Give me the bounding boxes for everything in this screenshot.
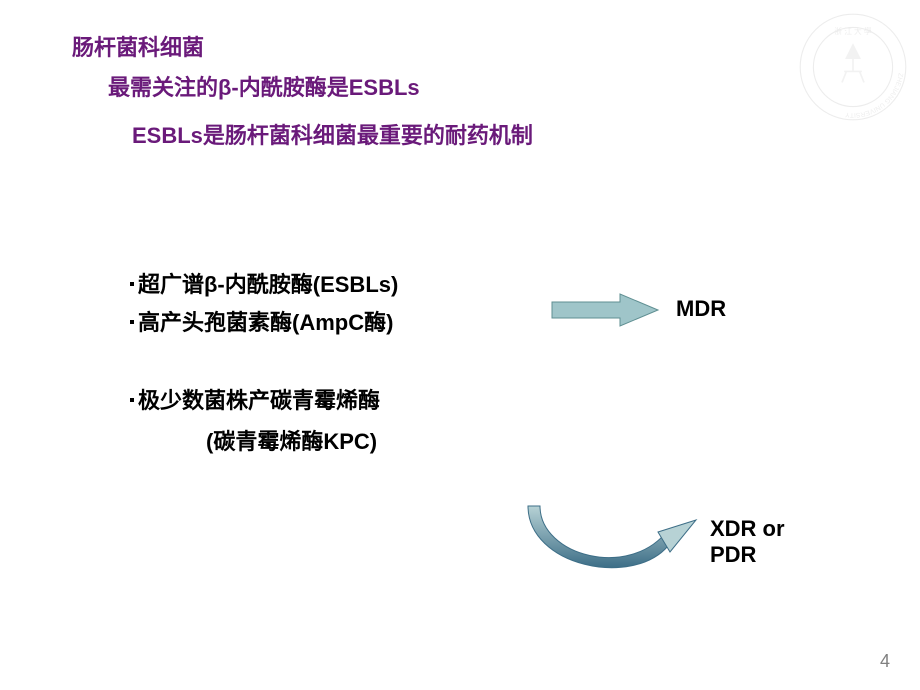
bullet-text: 超广谱β-内酰胺酶(ESBLs) — [138, 272, 398, 297]
heading-level-2: 最需关注的β-内酰胺酶是ESBLs — [108, 70, 420, 102]
heading-level-1: 肠杆菌科细菌 — [72, 30, 204, 62]
svg-text:浙 江 大 學: 浙 江 大 學 — [834, 26, 871, 36]
bullet-text: 高产头孢菌素酶(AmpC酶) — [138, 310, 393, 335]
heading-level-3: ESBLs是肠杆菌科细菌最重要的耐药机制 — [132, 118, 533, 150]
bullet-dot-icon — [130, 320, 134, 324]
bullet-kpc-sub: (碳青霉烯酶KPC) — [206, 424, 377, 456]
arrow-curved-up-icon — [520, 488, 700, 578]
slide: 浙 江 大 學 ZHEJIANG UNIVERSITY 肠杆菌科细菌 最需关注的… — [0, 0, 920, 690]
bullet-dot-icon — [130, 398, 134, 402]
xdr-pdr-label: XDR orPDR — [710, 516, 830, 569]
svg-text:ZHEJIANG UNIVERSITY: ZHEJIANG UNIVERSITY — [844, 72, 903, 118]
bullet-carbapenemase: 极少数菌株产碳青霉烯酶 — [130, 383, 380, 415]
page-number: 4 — [880, 651, 890, 672]
bullet-ampc: 高产头孢菌素酶(AmpC酶) — [130, 305, 393, 337]
bullet-text: 极少数菌株产碳青霉烯酶 — [138, 388, 380, 413]
bullet-dot-icon — [130, 282, 134, 286]
university-seal-icon: 浙 江 大 學 ZHEJIANG UNIVERSITY — [798, 12, 908, 122]
bullet-esbls: 超广谱β-内酰胺酶(ESBLs) — [130, 267, 398, 299]
arrow-right-icon — [550, 292, 660, 328]
mdr-label: MDR — [676, 296, 726, 322]
